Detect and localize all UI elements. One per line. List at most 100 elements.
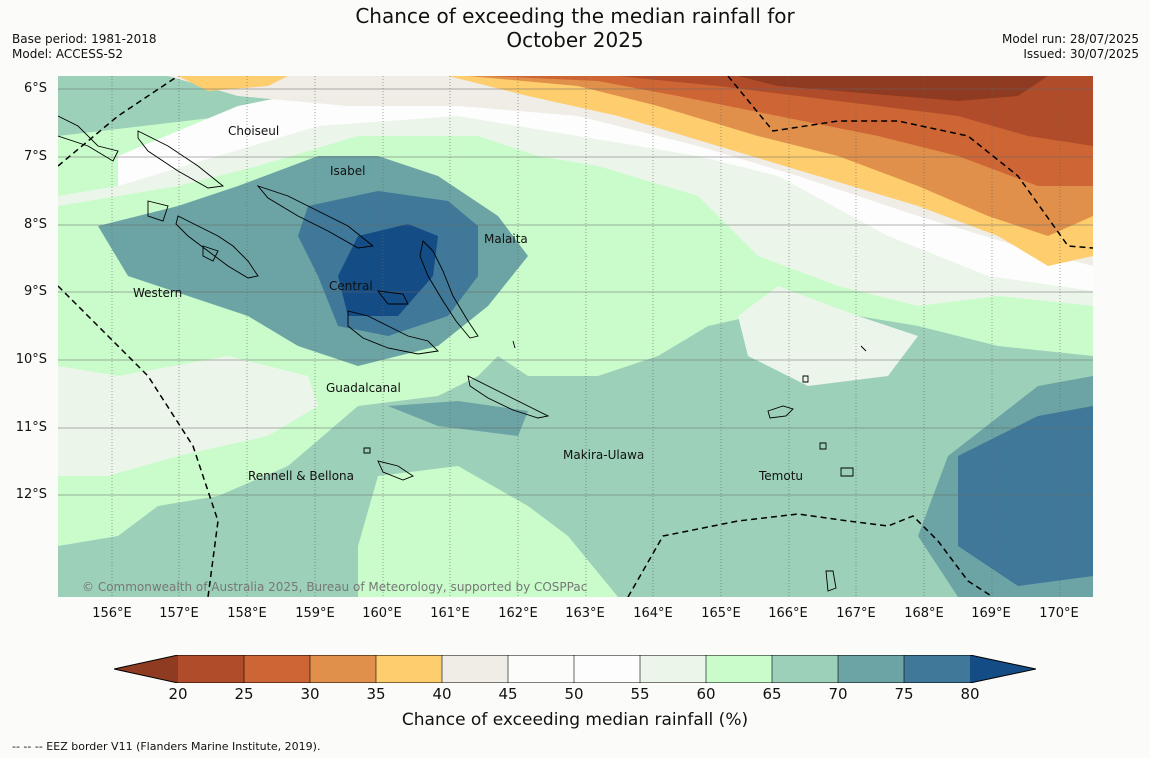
island-choiseul	[137, 130, 225, 189]
lon-label: 165°E	[701, 606, 741, 621]
region-label-central: Central	[329, 279, 373, 293]
colorbar-segment	[904, 655, 970, 683]
lon-label: 166°E	[768, 606, 808, 621]
lon-label: 170°E	[1039, 606, 1079, 621]
lat-label: 6°S	[23, 81, 47, 96]
colorbar-tick: 50	[564, 685, 584, 703]
island-vanikoro	[819, 442, 827, 450]
colorbar-tick: 60	[696, 685, 716, 703]
colorbar	[114, 655, 1036, 683]
colorbar-segment	[310, 655, 376, 683]
contour-60-65-south	[358, 466, 618, 597]
lon-label: 163°E	[565, 606, 605, 621]
page-title: Chance of exceeding the median rainfall …	[0, 4, 1150, 52]
colorbar-tick: 35	[366, 685, 386, 703]
lat-label: 9°S	[23, 284, 47, 299]
region-label-makira-ulawa: Makira-Ulawa	[563, 448, 645, 462]
region-label-western: Western	[133, 286, 183, 300]
region-label-temotu: Temotu	[759, 469, 804, 483]
region-label-malaita: Malaita	[484, 232, 528, 246]
colorbar-tick: 55	[630, 685, 650, 703]
colorbar-segment	[970, 655, 1036, 683]
colorbar-segment	[244, 655, 310, 683]
colorbar-dividers	[243, 655, 905, 683]
lon-label: 169°E	[971, 606, 1011, 621]
lat-label: 8°S	[23, 217, 47, 232]
contour-35-40-west	[178, 76, 288, 91]
lon-label: 168°E	[904, 606, 944, 621]
title-line-1: Chance of exceeding the median rainfall …	[355, 4, 795, 28]
island-makira	[467, 375, 550, 419]
lon-label: 164°E	[633, 606, 673, 621]
island-malaita	[419, 240, 479, 339]
contour-55-60-east	[738, 286, 918, 386]
island-outlines	[58, 115, 867, 592]
colorbar-tick: 80	[960, 685, 980, 703]
island-bougainville	[58, 115, 119, 162]
model-name: Model: ACCESS-S2	[12, 47, 124, 61]
island-vella	[202, 245, 219, 262]
lon-label: 162°E	[498, 606, 538, 621]
colorbar-segment	[442, 655, 508, 683]
island-santa-cruz	[767, 405, 794, 419]
colorbar-segment	[838, 655, 904, 683]
colorbar-tick: 30	[300, 685, 320, 703]
colorbar-tick: 70	[828, 685, 848, 703]
lat-label: 11°S	[15, 420, 47, 435]
island-guadalcanal	[347, 310, 439, 355]
colorbar-segment	[114, 655, 178, 683]
lon-label: 156°E	[92, 606, 132, 621]
lat-label: 7°S	[23, 149, 47, 164]
lon-label: 160°E	[362, 606, 402, 621]
colorbar-segment	[376, 655, 442, 683]
issued-date: Issued: 30/07/2025	[1023, 47, 1139, 61]
colorbar-segment	[574, 655, 640, 683]
eez-border-north	[727, 76, 1093, 249]
colorbar-tick: 65	[762, 685, 782, 703]
eez-borders	[58, 76, 1093, 597]
region-label-isabel: Isabel	[330, 164, 366, 178]
copyright-notice: © Commonwealth of Australia 2025, Bureau…	[82, 580, 588, 594]
latitude-gridlines	[58, 88, 1093, 496]
island-reefs	[512, 340, 867, 383]
region-label-rennell-bellona: Rennell & Bellona	[248, 469, 355, 483]
meta-left: Base period: 1981-2018 Model: ACCESS-S2	[12, 32, 157, 62]
title-line-2: October 2025	[506, 28, 644, 52]
colorbar-segment	[178, 655, 244, 683]
lon-label: 159°E	[295, 606, 335, 621]
island-florida	[376, 290, 409, 305]
lon-label: 158°E	[227, 606, 267, 621]
island-new-georgia	[147, 200, 259, 279]
region-label-choiseul: Choiseul	[228, 124, 280, 138]
colorbar-segment	[772, 655, 838, 683]
colorbar-tick: 20	[168, 685, 188, 703]
contour-below-20	[738, 76, 1048, 101]
lon-label: 161°E	[430, 606, 470, 621]
colorbar-tick: 40	[432, 685, 452, 703]
eez-border-south	[627, 513, 994, 597]
lat-label: 10°S	[15, 352, 47, 367]
colorbar-label: Chance of exceeding median rainfall (%)	[401, 710, 749, 730]
eez-legend-note: -- -- -- EEZ border V11 (Flanders Marine…	[12, 740, 321, 753]
colorbar-tick: 25	[234, 685, 254, 703]
colorbar-tick: 75	[894, 685, 914, 703]
contour-55-60-west	[58, 356, 318, 476]
lat-label: 12°S	[15, 487, 47, 502]
colorbar-segment	[508, 655, 574, 683]
colorbar-segment	[640, 655, 706, 683]
island-isabel	[256, 185, 375, 249]
region-label-guadalcanal: Guadalcanal	[326, 381, 401, 395]
base-period: Base period: 1981-2018	[12, 32, 157, 46]
colorbar-segment	[706, 655, 772, 683]
lon-label: 167°E	[836, 606, 876, 621]
island-rennell	[377, 460, 414, 481]
contour-70-75-south	[388, 401, 528, 436]
island-bellona	[363, 447, 371, 454]
meta-right: Model run: 28/07/2025 Issued: 30/07/2025	[1002, 32, 1139, 62]
eez-border-west	[58, 285, 219, 597]
rainfall-map	[58, 76, 1093, 597]
island-utupua	[840, 467, 854, 477]
colorbar-tick: 45	[498, 685, 518, 703]
island-tikopia	[825, 570, 837, 592]
model-run: Model run: 28/07/2025	[1001, 32, 1139, 46]
